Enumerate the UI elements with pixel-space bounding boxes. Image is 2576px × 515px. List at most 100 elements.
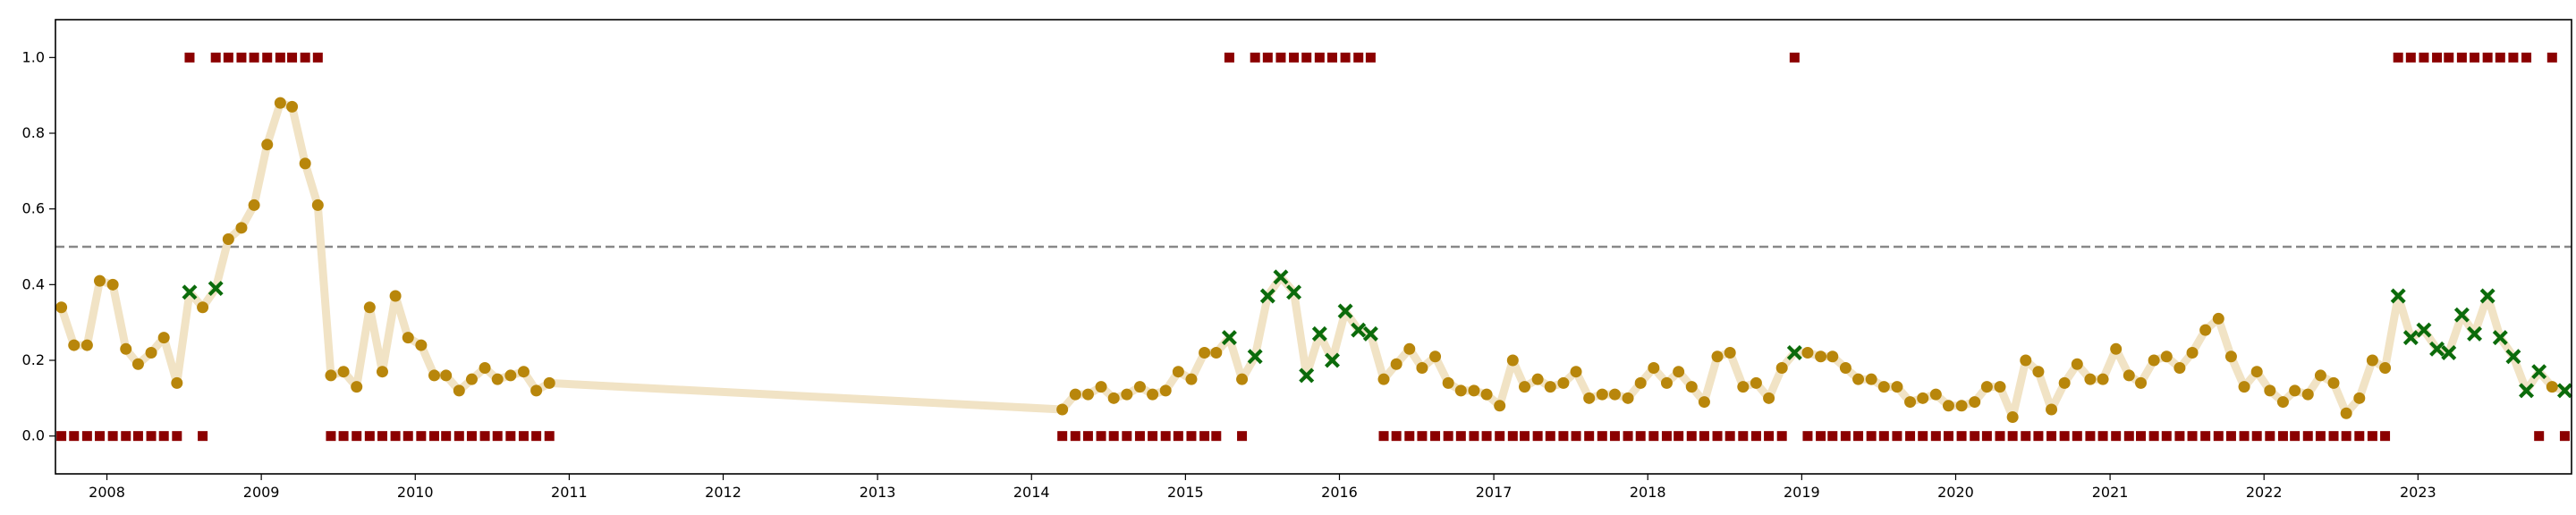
- cross-marker: [1221, 330, 1237, 346]
- status-marker: [479, 431, 490, 442]
- y-axis-ticks: 0.0 0.2 0.4 0.6 0.8 1.0: [22, 48, 55, 444]
- data-point: [1236, 373, 1249, 385]
- data-point: [1056, 403, 1069, 416]
- data-point: [1416, 361, 1428, 374]
- status-marker: [1211, 431, 1222, 442]
- data-point: [2032, 366, 2045, 378]
- data-point: [1994, 381, 2006, 393]
- status-marker: [2341, 431, 2351, 442]
- status-marker: [1545, 431, 1555, 442]
- status-marker: [287, 52, 298, 63]
- status-marker: [249, 52, 259, 63]
- status-marker: [1918, 431, 1928, 442]
- data-point: [1557, 376, 1570, 389]
- data-point: [479, 361, 491, 374]
- status-marker: [198, 431, 208, 442]
- status-marker: [2405, 52, 2416, 63]
- data-point: [2097, 373, 2109, 385]
- status-marker: [2174, 431, 2185, 442]
- data-point: [465, 373, 478, 385]
- status-marker: [492, 431, 503, 442]
- data-point: [1852, 373, 1865, 385]
- status-marker: [1250, 52, 1260, 63]
- status-marker: [2315, 431, 2326, 442]
- data-point: [2058, 376, 2071, 389]
- data-point: [1147, 388, 1159, 401]
- data-point: [2148, 354, 2160, 367]
- data-point: [1210, 347, 1223, 359]
- status-marker: [236, 52, 247, 63]
- status-marker: [2290, 431, 2301, 442]
- status-marker: [2367, 431, 2377, 442]
- x-tick-label: 2010: [397, 484, 434, 501]
- status-marker: [2432, 52, 2443, 63]
- data-point: [106, 278, 119, 291]
- data-point: [2123, 369, 2135, 382]
- data-point: [2250, 366, 2263, 378]
- data-point: [1648, 361, 1660, 374]
- data-point: [1596, 388, 1608, 401]
- status-marker: [1558, 431, 1569, 442]
- status-marker: [1571, 431, 1581, 442]
- data-point: [1133, 381, 1146, 393]
- cross-marker: [182, 284, 198, 300]
- data-point: [2071, 358, 2083, 370]
- data-point: [120, 342, 132, 355]
- cross-marker: [2453, 307, 2470, 323]
- data-point: [2160, 350, 2173, 363]
- data-point: [222, 233, 234, 246]
- data-point: [1570, 366, 1582, 378]
- data-point: [2046, 403, 2058, 416]
- data-point: [1763, 392, 1775, 404]
- status-marker: [2085, 431, 2096, 442]
- data-point: [504, 369, 517, 382]
- status-marker: [2161, 431, 2172, 442]
- data-point: [1377, 373, 1390, 385]
- status-marker: [1956, 431, 1967, 442]
- data-point: [2084, 373, 2097, 385]
- data-point: [1531, 373, 1544, 385]
- cross-marker: [2556, 383, 2572, 399]
- status-marker: [1340, 52, 1351, 63]
- status-marker: [2277, 431, 2288, 442]
- data-point: [428, 369, 440, 382]
- status-marker: [1275, 52, 1286, 63]
- data-point: [1069, 388, 1081, 401]
- cross-marker: [2441, 345, 2457, 361]
- status-marker: [1404, 431, 1415, 442]
- status-marker: [1353, 52, 1364, 63]
- data-point: [171, 376, 183, 389]
- y-tick-label: 0.8: [22, 124, 45, 141]
- data-point: [2289, 384, 2301, 397]
- data-point: [261, 139, 274, 151]
- cross-marker: [2390, 288, 2406, 304]
- cross-marker: [1351, 322, 1367, 338]
- y-tick-label: 0.4: [22, 275, 45, 292]
- data-point: [2366, 354, 2378, 367]
- status-marker: [377, 431, 387, 442]
- data-point: [2174, 361, 2186, 374]
- status-marker: [132, 431, 143, 442]
- data-point: [1095, 381, 1107, 393]
- data-point: [1583, 392, 1596, 404]
- data-point: [1121, 388, 1133, 401]
- status-marker: [2419, 52, 2429, 63]
- status-marker: [1878, 431, 1889, 442]
- cross-marker: [1311, 325, 1327, 342]
- status-marker: [1314, 52, 1325, 63]
- data-point: [2110, 342, 2123, 355]
- status-marker: [1802, 431, 1813, 442]
- data-point: [1107, 392, 1120, 404]
- data-point: [453, 384, 465, 397]
- status-marker: [2033, 431, 2044, 442]
- status-marker: [416, 431, 427, 442]
- data-point: [1877, 381, 1890, 393]
- data-point: [1865, 373, 1877, 385]
- data-point: [2186, 347, 2199, 359]
- status-marker: [1262, 52, 1273, 63]
- data-point: [1724, 347, 1736, 359]
- x-tick-label: 2011: [551, 484, 588, 501]
- y-tick-label: 0.6: [22, 200, 45, 217]
- data-point: [1839, 361, 1852, 374]
